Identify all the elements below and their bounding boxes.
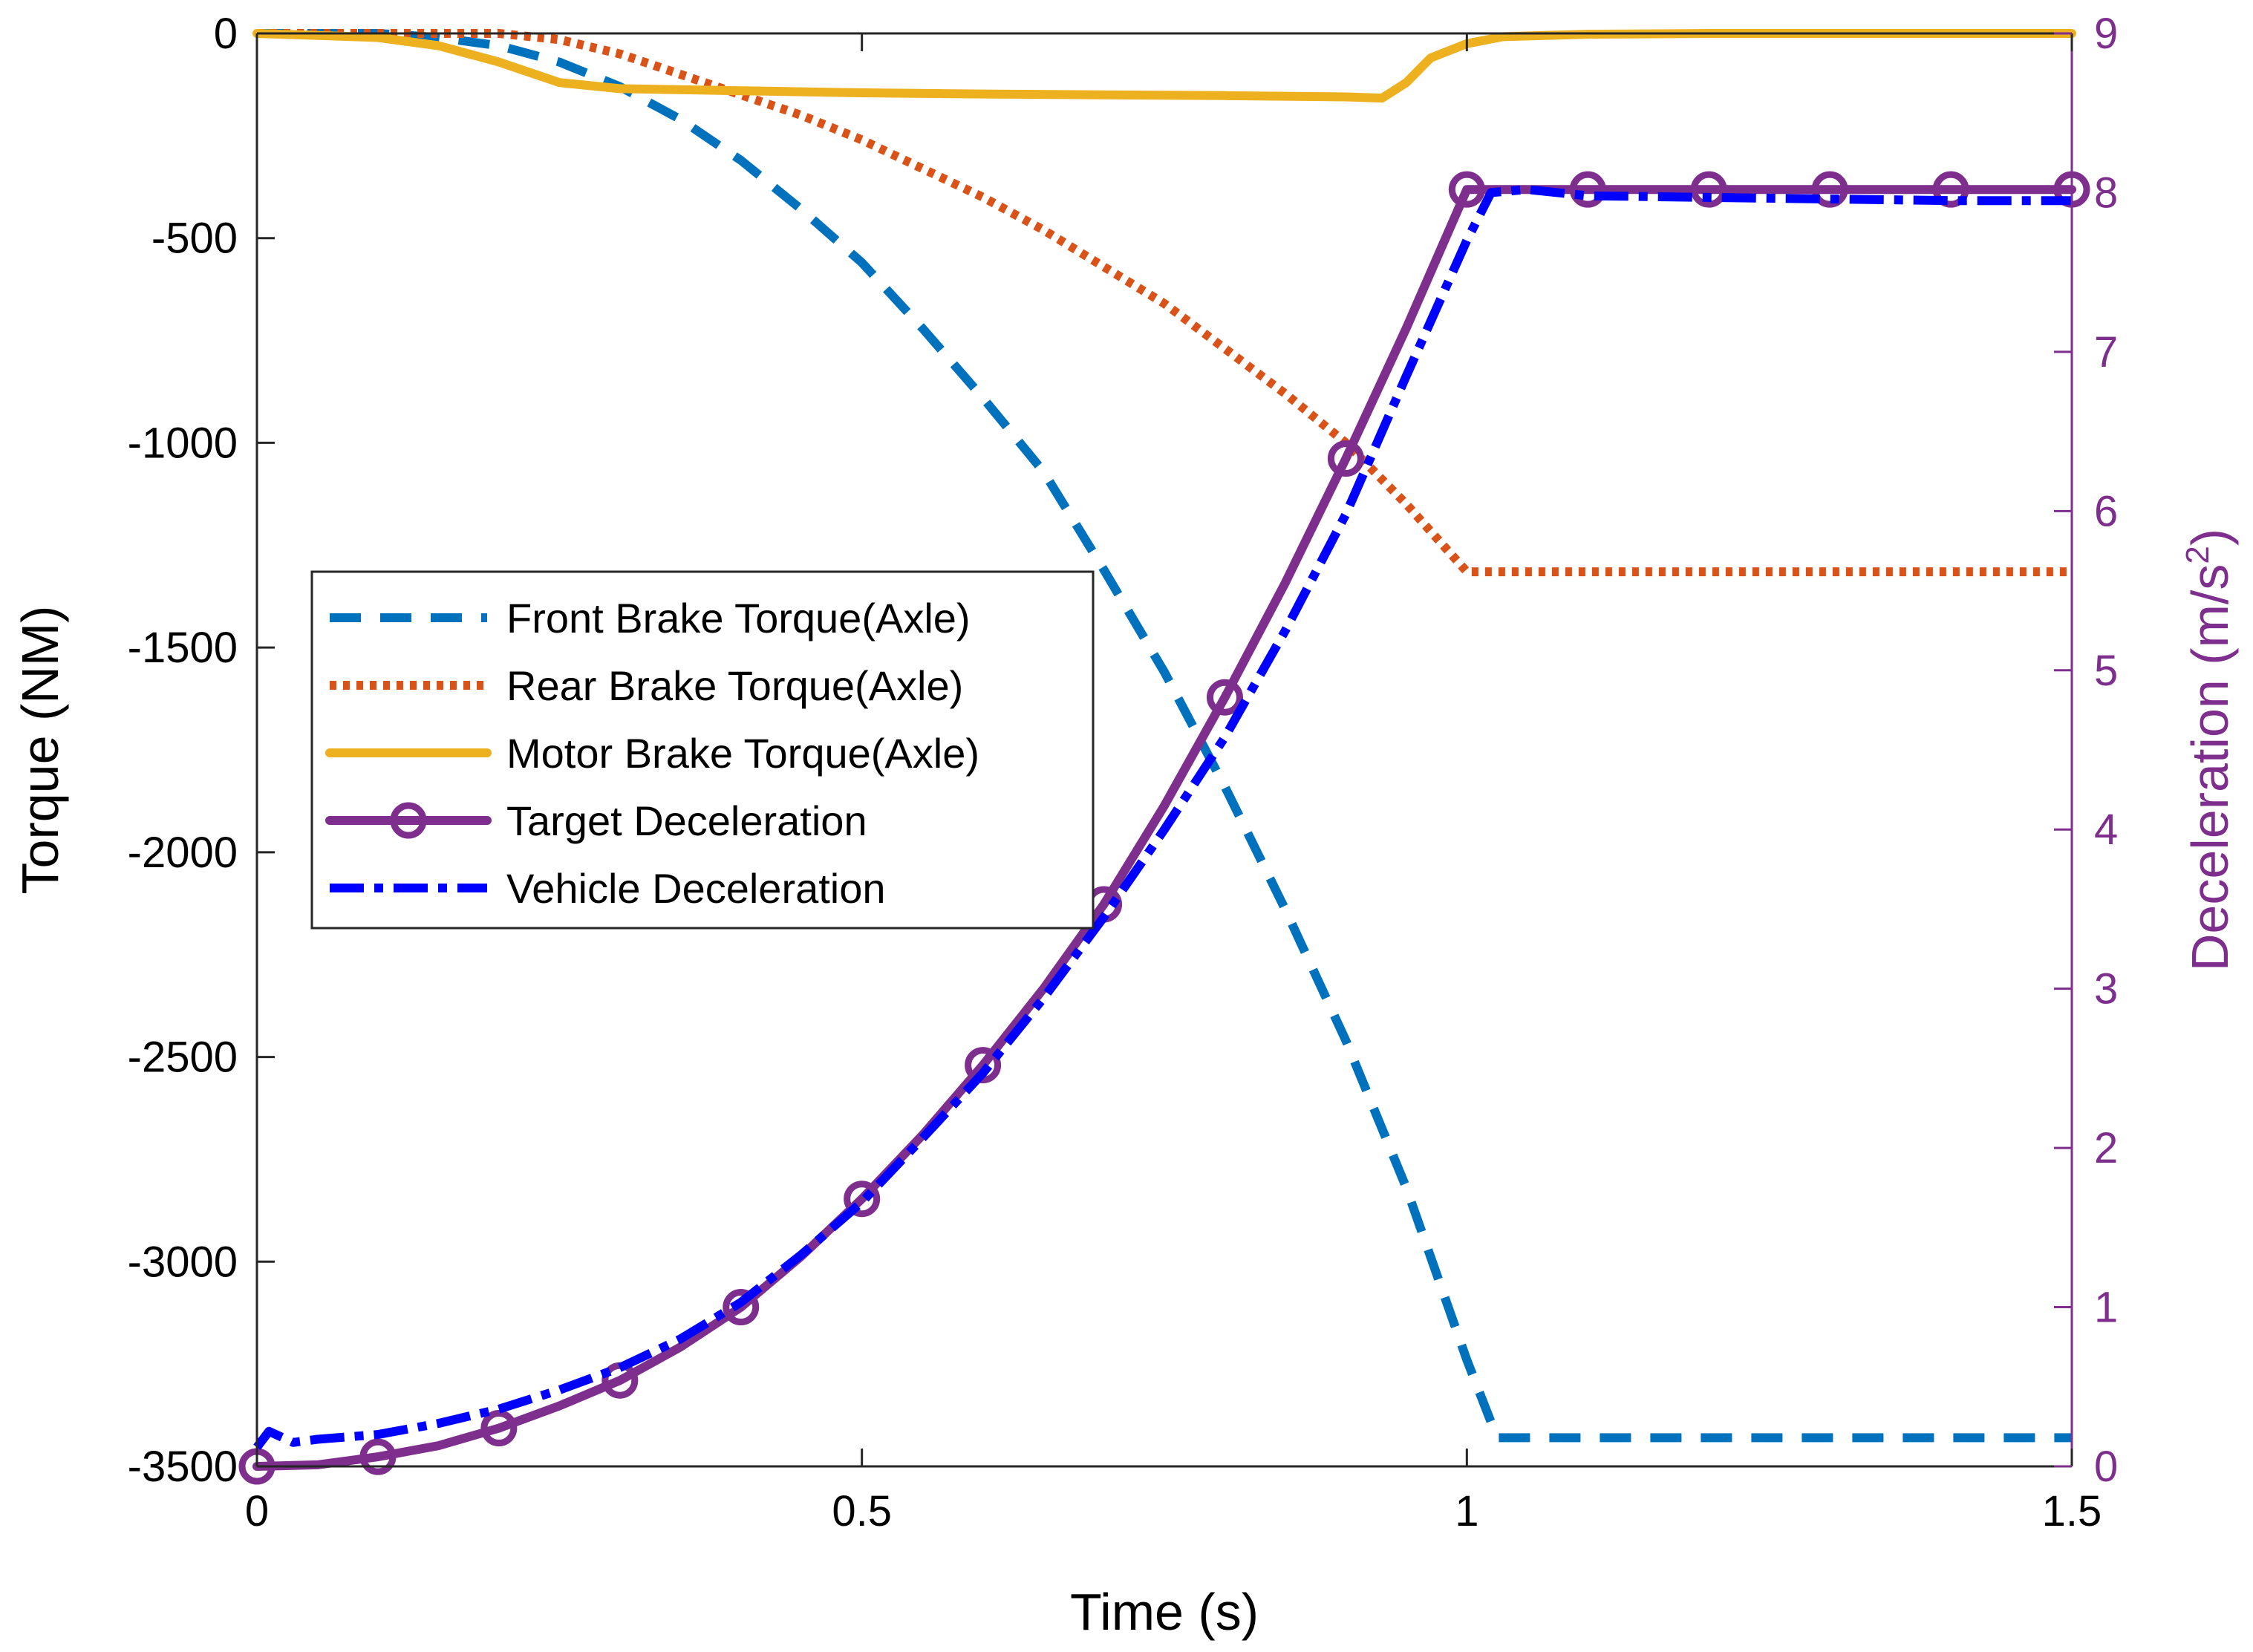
- series-line-rear-brake-torque: [257, 29, 2072, 577]
- legend-box: [310, 570, 1095, 930]
- series-marker-target-deceleration: [1448, 171, 1485, 208]
- y-axis-right-title-main: Deceleration (m/s: [2181, 564, 2239, 972]
- series-marker-target-deceleration: [359, 1438, 397, 1475]
- y-left-tick-label: -2000: [128, 829, 238, 877]
- series-line-vehicle-deceleration: [253, 185, 2072, 1450]
- y-left-tick-label: -1500: [128, 624, 238, 672]
- series-marker-target-deceleration: [1327, 440, 1364, 477]
- y-right-tick-label: 2: [2094, 1124, 2118, 1172]
- x-axis-title: Time (s): [1070, 1583, 1259, 1641]
- legend-label-front-brake-torque: Front Brake Torque(Axle): [506, 595, 971, 641]
- y-right-tick-label: 8: [2094, 169, 2118, 217]
- y-left-tick-label: -3500: [128, 1443, 238, 1491]
- x-tick-label: 1: [1455, 1487, 1478, 1535]
- legend: Front Brake Torque(Axle) Rear Brake Torqu…: [310, 570, 1095, 930]
- y-right-tick-label: 1: [2094, 1284, 2118, 1332]
- y-right-tick-label: 7: [2094, 328, 2118, 376]
- series-marker-target-deceleration: [480, 1410, 518, 1447]
- y-right-tick-label: 9: [2094, 10, 2118, 58]
- y-left-tick-label: 0: [214, 10, 238, 58]
- legend-label-target-deceleration: Target Deceleration: [506, 797, 867, 844]
- y-right-tick-label: 6: [2094, 487, 2118, 535]
- y-right-tick-label: 5: [2094, 647, 2118, 695]
- axes-layer: 0 0.5 1 1.50-500-1000-1500-2000-2500-3000-3…: [11, 10, 2239, 1641]
- y-right-tick-label: 0: [2094, 1443, 2118, 1491]
- series-marker-target-deceleration: [1206, 679, 1243, 716]
- y-left-tick-label: -3000: [128, 1238, 238, 1286]
- series-marker-target-deceleration: [1932, 171, 1969, 208]
- legend-label-motor-brake-torque: Motor Brake Torque(Axle): [506, 730, 979, 777]
- y-axis-right-title-close: ): [2181, 529, 2239, 546]
- series-marker-target-deceleration: [1811, 171, 1848, 208]
- series-marker-target-deceleration: [723, 1289, 760, 1326]
- y-right-tick-label: 3: [2094, 965, 2118, 1013]
- series-line-front-brake-torque: [257, 29, 2072, 1443]
- legend-label-rear-brake-torque: Rear Brake Torque(Axle): [506, 662, 963, 709]
- legend-marker-target-deceleration: [390, 802, 427, 839]
- series-marker-target-deceleration: [1690, 171, 1727, 208]
- series-marker-target-deceleration: [844, 1181, 881, 1218]
- x-tick-label: 0.5: [832, 1487, 892, 1535]
- legend-label-vehicle-deceleration: Vehicle Deceleration: [506, 865, 886, 912]
- y-left-tick-label: -500: [151, 215, 238, 263]
- y-left-tick-label: -1000: [128, 419, 238, 467]
- x-tick-label: 0: [245, 1487, 269, 1535]
- y-axis-left-title: Torque (NM): [11, 606, 69, 895]
- x-tick-label: 1.5: [2042, 1487, 2102, 1535]
- y-right-tick-label: 4: [2094, 806, 2118, 854]
- series-marker-target-deceleration: [1569, 171, 1606, 208]
- y-left-tick-label: -2500: [128, 1034, 238, 1082]
- series-marker-target-deceleration: [965, 1047, 1002, 1084]
- series-line-target-deceleration: [252, 185, 2076, 1471]
- y-axis-right-title-superscript: 2: [2179, 546, 2216, 564]
- y-axis-right-title: Deceleration (m/s2): [2179, 529, 2239, 971]
